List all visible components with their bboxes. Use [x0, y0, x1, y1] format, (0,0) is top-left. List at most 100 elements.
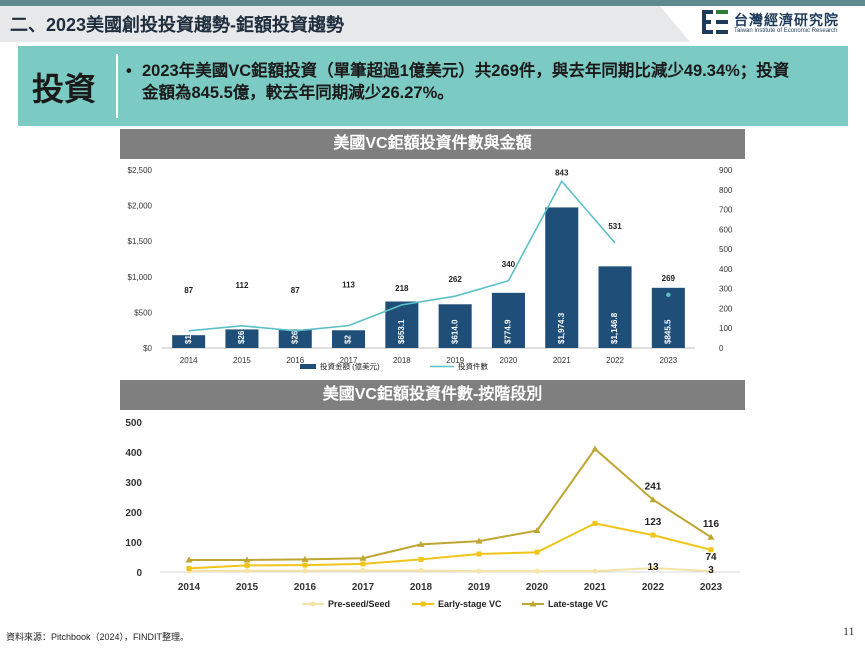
- x-tick-label: 2020: [500, 356, 518, 365]
- legend-label-1: Early-stage VC: [438, 599, 502, 609]
- y-right-tick-label: 100: [719, 324, 733, 333]
- x-tick-label: 2021: [553, 356, 571, 365]
- header-strip: [0, 0, 865, 6]
- bar-data-label: $1: [184, 335, 193, 344]
- bar-data-label: $845.5: [663, 319, 672, 344]
- stage-data-label: 116: [703, 519, 720, 530]
- count-data-label: 269: [662, 274, 676, 283]
- point-early: [534, 549, 540, 555]
- point-late: [301, 555, 309, 562]
- point-preseed: [418, 568, 424, 573]
- bar-data-label: $1,974.3: [557, 312, 566, 344]
- x-tick-label: 2016: [286, 356, 304, 365]
- y-tick-label: 100: [125, 538, 142, 549]
- x-tick-label: 2016: [294, 582, 317, 593]
- x-tick-label: 2015: [236, 582, 259, 593]
- count-data-label: 218: [395, 284, 409, 293]
- institute-logo: 台灣經濟研究院 Taiwan Institute of Economic Res…: [702, 8, 852, 38]
- count-data-label: 262: [448, 275, 462, 284]
- y-right-tick-label: 300: [719, 285, 733, 294]
- series-line-1: [188, 522, 712, 570]
- series-line-0: [188, 567, 712, 573]
- y-left-tick-label: $0: [143, 344, 152, 353]
- point-early: [186, 565, 192, 571]
- slide-title: 二、2023美國創投投資趨勢-鉅額投資趨勢: [10, 15, 345, 35]
- y-tick-label: 500: [125, 418, 142, 429]
- point-late: [417, 540, 425, 547]
- logo-mark-icon: [702, 10, 728, 34]
- point-early: [592, 520, 598, 526]
- x-tick-label: 2019: [468, 582, 491, 593]
- bar-amount: [332, 330, 366, 348]
- count-data-label: 87: [184, 286, 193, 295]
- count-data-label: 843: [555, 168, 569, 177]
- stage-data-label: 13: [647, 562, 659, 573]
- legend-label-2: Late-stage VC: [548, 599, 609, 609]
- y-left-tick-label: $500: [134, 308, 152, 317]
- bar-amount: [598, 266, 632, 348]
- legend-swatch-amount: [300, 364, 316, 369]
- y-left-tick-label: $2,000: [128, 202, 153, 211]
- point-preseed: [360, 568, 366, 573]
- stage-data-label: 74: [705, 552, 717, 563]
- y-right-tick-label: 500: [719, 245, 733, 254]
- legend-marker-2: [529, 600, 537, 607]
- x-tick-label: 2023: [700, 582, 723, 593]
- bar-data-label: $1,146.8: [610, 312, 619, 344]
- point-late: [591, 445, 599, 452]
- point-preseed: [650, 565, 656, 571]
- x-tick-label: 2017: [352, 582, 375, 593]
- y-tick-label: 300: [125, 478, 142, 489]
- point-count-2023: [666, 292, 671, 297]
- point-early: [418, 556, 424, 562]
- series-line-2: [189, 447, 712, 561]
- count-data-label: 87: [291, 286, 300, 295]
- page-number: 11: [843, 624, 855, 638]
- chart2-title: 美國VC鉅額投資件數-按階段別: [120, 380, 745, 410]
- point-late: [359, 554, 367, 561]
- count-data-label: 112: [235, 281, 248, 290]
- chart-vc-count-amount: $0 $500 $1,000 $1,500 $2,000 $2,500 0 100 200 300…: [128, 166, 733, 371]
- bar-data-label: $2: [344, 335, 353, 344]
- point-preseed: [708, 568, 714, 574]
- bar-amount: [172, 335, 206, 348]
- point-early: [302, 562, 308, 568]
- point-early: [476, 551, 482, 557]
- y-left-tick-label: $1,000: [128, 273, 153, 282]
- y-right-tick-label: 700: [719, 206, 733, 215]
- y-right-tick-label: 0: [719, 344, 724, 353]
- x-tick-label: 2018: [393, 356, 411, 365]
- y-tick-label: 200: [125, 508, 142, 519]
- bar-data-label: $26: [237, 330, 246, 344]
- y-right-tick-label: 800: [719, 186, 733, 195]
- logo-subtitle: Taiwan Institute of Economic Research: [734, 28, 838, 34]
- count-data-label: 531: [608, 222, 622, 231]
- x-tick-label: 2019: [446, 356, 464, 365]
- point-early: [708, 547, 714, 553]
- bar-amount: [278, 329, 312, 348]
- bar-data-label: $26: [290, 330, 299, 344]
- bar-data-label: $653.1: [397, 319, 406, 344]
- legend-label-count: 投資件數: [458, 361, 488, 371]
- y-right-tick-label: 400: [719, 265, 733, 274]
- y-tick-label: 400: [125, 448, 142, 459]
- y-right-tick-label: 600: [719, 225, 733, 234]
- bar-data-label: $774.9: [504, 319, 513, 344]
- stage-data-label: 3: [708, 565, 714, 576]
- count-data-label: 113: [342, 281, 355, 290]
- point-late: [243, 556, 251, 563]
- x-tick-label: 2014: [180, 356, 198, 365]
- x-tick-label: 2022: [642, 582, 665, 593]
- point-early: [360, 561, 366, 567]
- point-late: [707, 533, 715, 540]
- header-bar: 二、2023美國創投投資趨勢-鉅額投資趨勢 台灣經濟研究院 Taiwan Ins…: [0, 0, 865, 42]
- point-late: [649, 496, 657, 503]
- point-early: [650, 532, 656, 538]
- y-left-tick-label: $1,500: [128, 237, 153, 246]
- x-tick-label: 2017: [340, 356, 358, 365]
- bar-amount: [651, 287, 685, 348]
- bullet-icon: •: [126, 62, 132, 80]
- bar-data-label: $614.0: [450, 319, 459, 344]
- y-left-tick-label: $2,500: [128, 166, 153, 175]
- highlight-box: 投資 • 2023年美國VC鉅額投資（單筆超過1億美元）共269件，與去年同期比…: [18, 46, 848, 126]
